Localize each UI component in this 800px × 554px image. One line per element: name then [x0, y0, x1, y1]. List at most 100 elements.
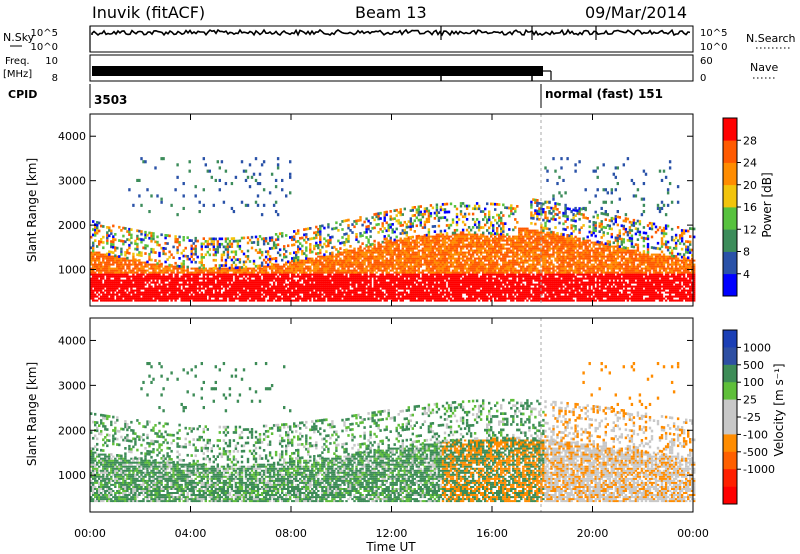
power-cell — [144, 299, 147, 302]
power-cell — [134, 289, 137, 292]
power-cell — [375, 265, 378, 268]
power-cell — [323, 295, 326, 298]
power-cell — [365, 228, 368, 231]
power-cell — [429, 283, 433, 286]
power-cell — [391, 257, 394, 260]
power-cell — [385, 247, 388, 250]
power-cell — [230, 293, 234, 296]
power-cell — [120, 279, 123, 282]
power-cell — [126, 248, 129, 252]
power-cell — [333, 255, 336, 258]
power-cell — [409, 275, 413, 278]
power-cell — [333, 259, 336, 262]
power-cell — [351, 289, 354, 292]
power-cell — [128, 285, 131, 288]
power-cell — [311, 289, 314, 292]
power-cell — [154, 273, 157, 276]
power-cell — [252, 287, 256, 290]
power-cell — [200, 253, 204, 256]
power-cell — [409, 225, 413, 228]
power-cell — [423, 295, 427, 298]
power-cell — [184, 295, 187, 298]
power-cell — [182, 291, 185, 294]
power-cell — [327, 261, 330, 264]
power-cell — [132, 277, 135, 280]
power-cell — [383, 299, 386, 302]
power-cell — [407, 287, 411, 290]
power-cell — [471, 271, 475, 274]
power-cell — [303, 279, 306, 282]
power-cell — [104, 265, 107, 268]
power-cell — [441, 237, 445, 240]
power-cell — [192, 299, 195, 302]
power-cell — [369, 277, 372, 280]
power-cell — [371, 249, 374, 252]
power-cell — [433, 243, 437, 246]
power-cell — [128, 281, 131, 284]
power-cell — [439, 267, 443, 270]
power-cell — [341, 277, 344, 280]
power-cell — [118, 271, 121, 274]
power-cell — [180, 299, 183, 302]
power-cell — [471, 297, 475, 300]
power-cell — [453, 291, 457, 294]
power-cell — [214, 271, 218, 274]
power-cell — [351, 285, 354, 288]
power-cell — [198, 295, 201, 298]
power-cell — [118, 257, 121, 260]
power-cell — [160, 299, 163, 302]
power-cell — [230, 277, 234, 280]
power-cell — [403, 259, 407, 262]
power-cell — [439, 257, 443, 260]
power-cell — [359, 251, 362, 254]
power-cell — [455, 245, 459, 248]
power-cell — [90, 281, 93, 284]
power-cell — [104, 281, 107, 284]
power-cell — [106, 259, 109, 262]
power-cell — [244, 275, 248, 278]
power-cell — [186, 295, 189, 298]
power-cell — [232, 210, 236, 214]
power-cell — [190, 293, 193, 296]
power-cell — [427, 253, 431, 256]
power-cell — [433, 287, 437, 290]
power-cell — [315, 271, 318, 274]
power-cell — [278, 273, 282, 276]
power-cell — [202, 297, 206, 300]
power-cell — [216, 240, 220, 243]
power-cell — [248, 283, 252, 286]
power-cell — [463, 251, 467, 254]
power-cell — [385, 229, 388, 233]
power-cell — [345, 297, 348, 300]
power-cell — [164, 291, 167, 294]
power-cell — [447, 285, 451, 288]
power-cell — [331, 275, 334, 278]
power-cell — [477, 271, 481, 274]
power-cell — [427, 214, 431, 218]
power-cell — [357, 279, 360, 282]
power-cell — [425, 263, 429, 266]
power-cell — [409, 271, 413, 274]
power-cell — [371, 263, 374, 266]
power-cell — [299, 267, 302, 270]
power-cell — [315, 257, 318, 260]
power-cell — [377, 287, 380, 290]
power-cell — [134, 258, 137, 262]
power-cell — [387, 275, 390, 278]
power-cell — [479, 210, 483, 213]
power-cell — [234, 266, 238, 270]
power-cell — [429, 291, 433, 294]
power-cell — [234, 281, 238, 284]
power-cell — [236, 283, 240, 286]
power-cell — [383, 245, 386, 248]
power-cell — [303, 281, 306, 284]
power-cell — [433, 235, 437, 238]
power-cell — [399, 251, 402, 254]
power-cell — [457, 257, 461, 260]
power-cell — [204, 269, 208, 272]
power-cell — [327, 265, 330, 268]
power-cell — [182, 254, 185, 258]
power-cell — [176, 267, 179, 270]
power-cell — [373, 297, 376, 300]
power-cell — [455, 283, 459, 286]
